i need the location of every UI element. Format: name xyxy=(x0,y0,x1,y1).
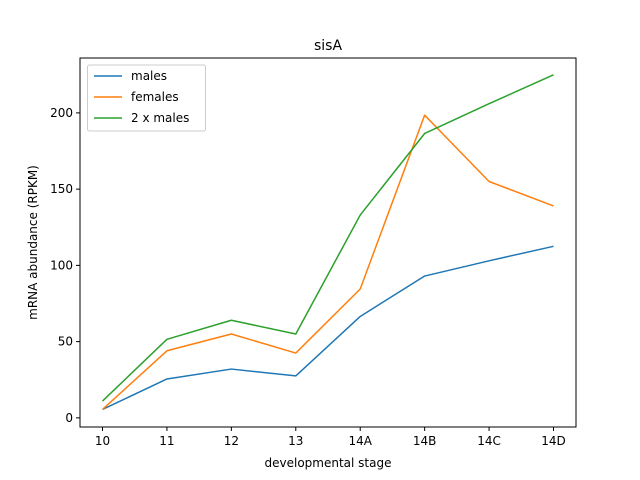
series-line-1 xyxy=(101,114,554,411)
chart-title: sisA xyxy=(314,38,342,54)
y-axis-label: mRNA abundance (RPKM) xyxy=(26,165,40,320)
x-tick-label: 11 xyxy=(159,434,174,448)
legend-label-1: females xyxy=(131,90,179,104)
legend-label-0: males xyxy=(131,69,167,83)
legend-label-2: 2 x males xyxy=(131,111,189,125)
x-axis-label: developmental stage xyxy=(265,456,392,470)
x-tick-label: 14B xyxy=(413,434,437,448)
x-tick-label: 14C xyxy=(477,434,501,448)
legend-box xyxy=(87,64,206,132)
series-layer xyxy=(101,74,554,411)
y-tick-label: 100 xyxy=(50,258,73,272)
y-tick-label: 50 xyxy=(58,335,73,349)
x-tick-label: 10 xyxy=(95,434,110,448)
y-tick-label: 200 xyxy=(50,106,73,120)
x-tick-label: 14D xyxy=(541,434,566,448)
legend: males females 2 x males xyxy=(87,64,206,132)
y-axis: 0 50 100 150 200 xyxy=(50,106,80,425)
series-line-2 xyxy=(101,74,554,402)
plot-frame xyxy=(79,57,577,428)
x-tick-label: 12 xyxy=(224,434,239,448)
y-tick-label: 0 xyxy=(65,411,73,425)
x-axis: 10 11 12 13 14A 14B 14C 14D xyxy=(95,427,566,448)
x-tick-label: 13 xyxy=(288,434,303,448)
series-line-0 xyxy=(102,245,554,411)
y-tick-label: 150 xyxy=(50,182,73,196)
x-tick-label: 14A xyxy=(348,434,372,448)
